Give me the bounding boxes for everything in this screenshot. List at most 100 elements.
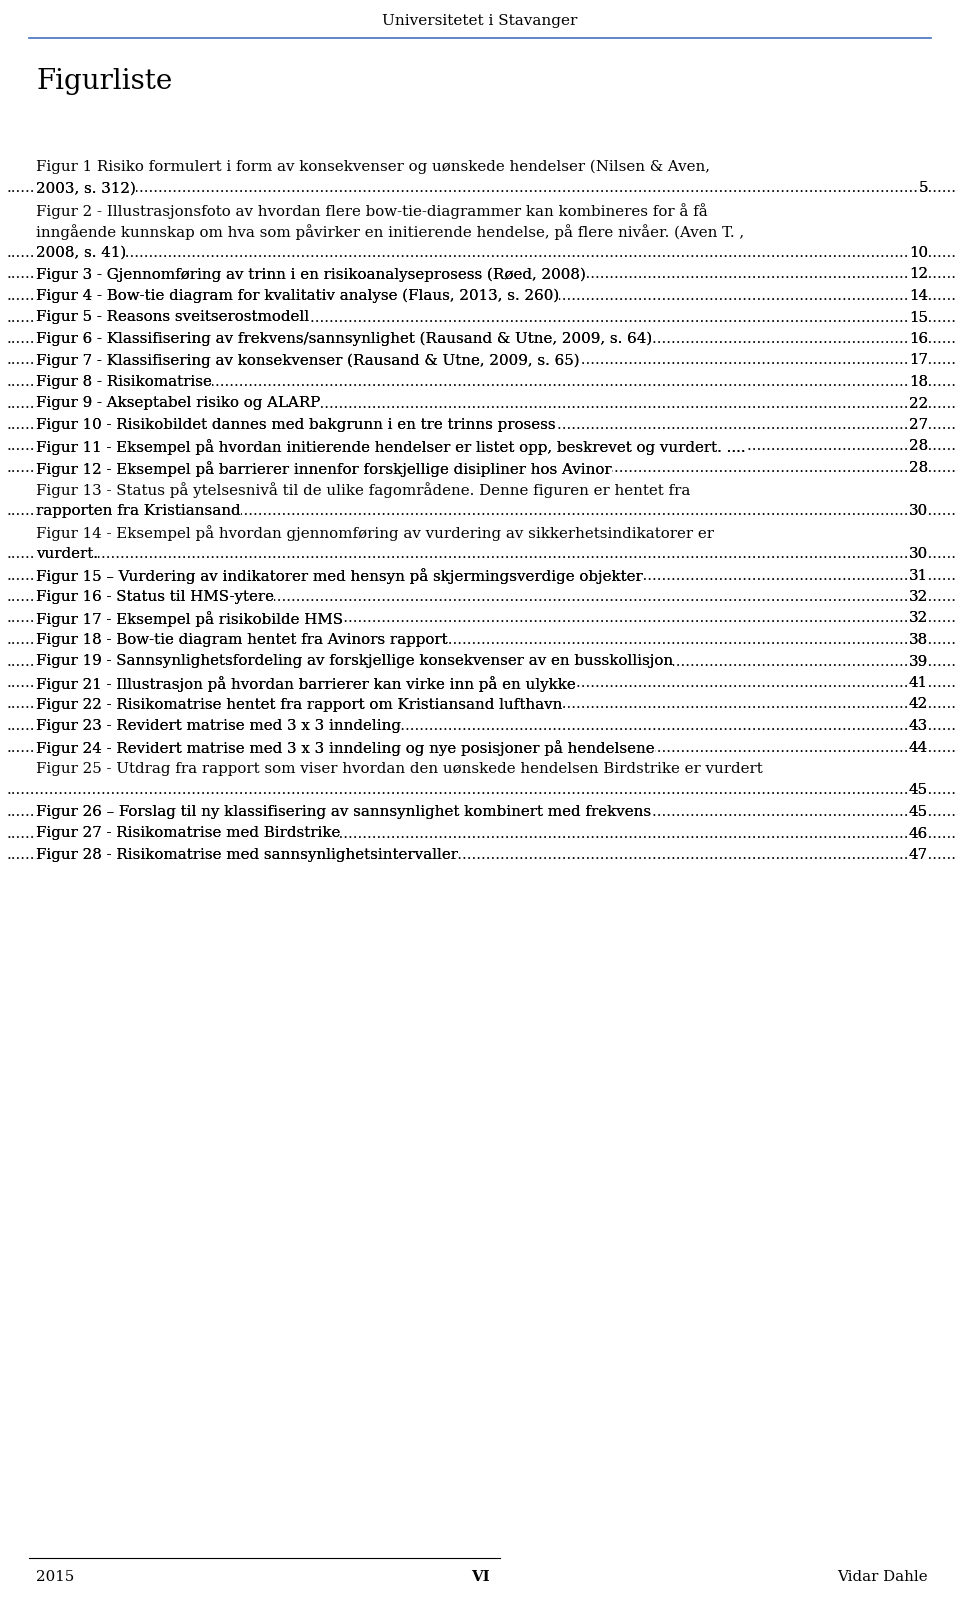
Text: Figur 5 - Reasons sveitserostmodell: Figur 5 - Reasons sveitserostmodell: [36, 310, 309, 325]
Text: Figur 8 - Risikomatrise: Figur 8 - Risikomatrise: [36, 375, 212, 390]
Text: Figur 21 - Illustrasjon på hvordan barrierer kan virke inn på en ulykke: Figur 21 - Illustrasjon på hvordan barri…: [36, 676, 576, 692]
Text: 16: 16: [909, 331, 928, 346]
Text: 46: 46: [909, 826, 928, 841]
Text: Figur 18 - Bow-tie diagram hentet fra Avinors rapport: Figur 18 - Bow-tie diagram hentet fra Av…: [36, 632, 447, 647]
Text: ................................................................................: ........................................…: [7, 354, 957, 367]
Text: Figur 23 - Revidert matrise med 3 x 3 inndeling: Figur 23 - Revidert matrise med 3 x 3 in…: [36, 720, 401, 733]
Text: ................................................................................: ........................................…: [7, 246, 957, 260]
Text: Figur 15 – Vurdering av indikatorer med hensyn på skjermingsverdige objekter: Figur 15 – Vurdering av indikatorer med …: [36, 569, 643, 584]
Text: 10: 10: [909, 246, 928, 260]
Text: 5: 5: [919, 181, 928, 196]
Text: Figur 6 - Klassifisering av frekvens/sannsynlighet (Rausand & Utne, 2009, s. 64): Figur 6 - Klassifisering av frekvens/san…: [36, 331, 652, 346]
Text: 2003, s. 312): 2003, s. 312): [36, 181, 135, 196]
Text: 31: 31: [909, 569, 928, 582]
Text: Figur 27 - Risikomatrise med Birdstrike: Figur 27 - Risikomatrise med Birdstrike: [36, 826, 341, 841]
Text: Figur 18 - Bow-tie diagram hentet fra Avinors rapport: Figur 18 - Bow-tie diagram hentet fra Av…: [36, 632, 447, 647]
Text: 27: 27: [909, 419, 928, 432]
Text: 30: 30: [909, 505, 928, 517]
Text: Figur 12 - Eksempel på barrierer innenfor forskjellige disipliner hos Avinor: Figur 12 - Eksempel på barrierer innenfo…: [36, 461, 612, 477]
Text: ................................................................................: ........................................…: [7, 805, 957, 818]
Text: Figur 24 - Revidert matrise med 3 x 3 inndeling og nye posisjoner på hendelsene: Figur 24 - Revidert matrise med 3 x 3 in…: [36, 741, 655, 757]
Text: 22: 22: [909, 396, 928, 411]
Text: 43: 43: [909, 720, 928, 733]
Text: Figur 10 - Risikobildet dannes med bakgrunn i en tre trinns prosess: Figur 10 - Risikobildet dannes med bakgr…: [36, 419, 556, 432]
Text: 47: 47: [909, 847, 928, 862]
Text: Figur 10 - Risikobildet dannes med bakgrunn i en tre trinns prosess: Figur 10 - Risikobildet dannes med bakgr…: [36, 419, 556, 432]
Text: Figur 11 - Eksempel på hvordan initierende hendelser er listet opp, beskrevet og: Figur 11 - Eksempel på hvordan initieren…: [36, 440, 746, 456]
Text: 28: 28: [909, 440, 928, 453]
Text: 15: 15: [909, 310, 928, 325]
Text: 45: 45: [909, 805, 928, 818]
Text: 45: 45: [909, 784, 928, 797]
Text: Figur 25 - Utdrag fra rapport som viser hvordan den uønskede hendelsen Birdstrik: Figur 25 - Utdrag fra rapport som viser …: [36, 762, 763, 776]
Text: ................................................................................: ........................................…: [7, 461, 957, 475]
Text: 38: 38: [909, 632, 928, 647]
Text: 42: 42: [909, 697, 928, 711]
Text: 16: 16: [909, 331, 928, 346]
Text: Figur 2 - Illustrasjonsfoto av hvordan flere bow-tie-diagrammer kan kombineres f: Figur 2 - Illustrasjonsfoto av hvordan f…: [36, 204, 708, 218]
Text: 44: 44: [909, 741, 928, 755]
Text: 30: 30: [909, 505, 928, 517]
Text: ................................................................................: ........................................…: [7, 632, 957, 647]
Text: Figur 3 - Gjennomføring av trinn i en risikoanalyseprosess (Røed, 2008): Figur 3 - Gjennomføring av trinn i en ri…: [36, 267, 586, 281]
Text: Figur 21 - Illustrasjon på hvordan barrierer kan virke inn på en ulykke: Figur 21 - Illustrasjon på hvordan barri…: [36, 676, 576, 692]
Text: 39: 39: [909, 655, 928, 668]
Text: ................................................................................: ........................................…: [7, 310, 957, 325]
Text: ................................................................................: ........................................…: [7, 697, 957, 711]
Text: 12: 12: [909, 267, 928, 281]
Text: 41: 41: [909, 676, 928, 690]
Text: ................................................................................: ........................................…: [7, 505, 957, 517]
Text: 17: 17: [909, 354, 928, 367]
Text: ................................................................................: ........................................…: [7, 289, 957, 302]
Text: Figur 28 - Risikomatrise med sannsynlighetsintervaller: Figur 28 - Risikomatrise med sannsynligh…: [36, 847, 458, 862]
Text: 17: 17: [909, 354, 928, 367]
Text: Figur 3 - Gjennomføring av trinn i en risikoanalyseprosess (Røed, 2008): Figur 3 - Gjennomføring av trinn i en ri…: [36, 267, 586, 281]
Text: inngående kunnskap om hva som påvirker en initierende hendelse, på flere nivåer.: inngående kunnskap om hva som påvirker e…: [36, 225, 744, 241]
Text: 2015: 2015: [36, 1570, 74, 1585]
Text: 38: 38: [909, 632, 928, 647]
Text: Figur 14 - Eksempel på hvordan gjennomføring av vurdering av sikkerhetsindikator: Figur 14 - Eksempel på hvordan gjennomfø…: [36, 526, 714, 542]
Text: 28: 28: [909, 440, 928, 453]
Text: Figur 8 - Risikomatrise: Figur 8 - Risikomatrise: [36, 375, 212, 390]
Text: 18: 18: [909, 375, 928, 390]
Text: Figur 7 - Klassifisering av konsekvenser (Rausand & Utne, 2009, s. 65): Figur 7 - Klassifisering av konsekvenser…: [36, 354, 580, 369]
Text: ................................................................................: ........................................…: [7, 590, 957, 605]
Text: Figur 28 - Risikomatrise med sannsynlighetsintervaller: Figur 28 - Risikomatrise med sannsynligh…: [36, 847, 458, 862]
Text: Figur 6 - Klassifisering av frekvens/sannsynlighet (Rausand & Utne, 2009, s. 64): Figur 6 - Klassifisering av frekvens/san…: [36, 331, 652, 346]
Text: Figur 9 - Akseptabel risiko og ALARP: Figur 9 - Akseptabel risiko og ALARP: [36, 396, 321, 411]
Text: 31: 31: [909, 569, 928, 582]
Text: ................................................................................: ........................................…: [7, 569, 957, 582]
Text: ................................................................................: ........................................…: [7, 847, 957, 862]
Text: rapporten fra Kristiansand: rapporten fra Kristiansand: [36, 505, 241, 517]
Text: ................................................................................: ........................................…: [7, 784, 957, 797]
Text: 14: 14: [909, 289, 928, 302]
Text: rapporten fra Kristiansand: rapporten fra Kristiansand: [36, 505, 241, 517]
Text: Figurliste: Figurliste: [36, 68, 172, 95]
Text: Figur 26 – Forslag til ny klassifisering av sannsynlighet kombinert med frekvens: Figur 26 – Forslag til ny klassifisering…: [36, 805, 651, 818]
Text: Figur 24 - Revidert matrise med 3 x 3 inndeling og nye posisjoner på hendelsene: Figur 24 - Revidert matrise med 3 x 3 in…: [36, 741, 655, 757]
Text: 39: 39: [909, 655, 928, 668]
Text: 5: 5: [919, 181, 928, 196]
Text: ................................................................................: ........................................…: [7, 676, 957, 690]
Text: 32: 32: [909, 611, 928, 626]
Text: 30: 30: [909, 547, 928, 561]
Text: ................................................................................: ........................................…: [7, 331, 957, 346]
Text: 27: 27: [909, 419, 928, 432]
Text: ................................................................................: ........................................…: [7, 396, 957, 411]
Text: Figur 17 - Eksempel på risikobilde HMS: Figur 17 - Eksempel på risikobilde HMS: [36, 611, 343, 627]
Text: Figur 16 - Status til HMS-ytere: Figur 16 - Status til HMS-ytere: [36, 590, 274, 605]
Text: 46: 46: [909, 826, 928, 841]
Text: Figur 7 - Klassifisering av konsekvenser (Rausand & Utne, 2009, s. 65): Figur 7 - Klassifisering av konsekvenser…: [36, 354, 580, 369]
Text: Figur 16 - Status til HMS-ytere: Figur 16 - Status til HMS-ytere: [36, 590, 274, 605]
Text: Figur 12 - Eksempel på barrierer innenfor forskjellige disipliner hos Avinor: Figur 12 - Eksempel på barrierer innenfo…: [36, 461, 612, 477]
Text: 15: 15: [909, 310, 928, 325]
Text: 32: 32: [909, 590, 928, 605]
Text: Figur 4 - Bow-tie diagram for kvalitativ analyse (Flaus, 2013, s. 260): Figur 4 - Bow-tie diagram for kvalitativ…: [36, 289, 559, 304]
Text: Figur 26 – Forslag til ny klassifisering av sannsynlighet kombinert med frekvens: Figur 26 – Forslag til ny klassifisering…: [36, 805, 651, 818]
Text: 30: 30: [909, 547, 928, 561]
Text: 12: 12: [909, 267, 928, 281]
Text: ................................................................................: ........................................…: [7, 267, 957, 281]
Text: Figur 22 - Risikomatrise hentet fra rapport om Kristiansand lufthavn: Figur 22 - Risikomatrise hentet fra rapp…: [36, 697, 563, 711]
Text: ................................................................................: ........................................…: [7, 440, 957, 453]
Text: VI: VI: [470, 1570, 490, 1585]
